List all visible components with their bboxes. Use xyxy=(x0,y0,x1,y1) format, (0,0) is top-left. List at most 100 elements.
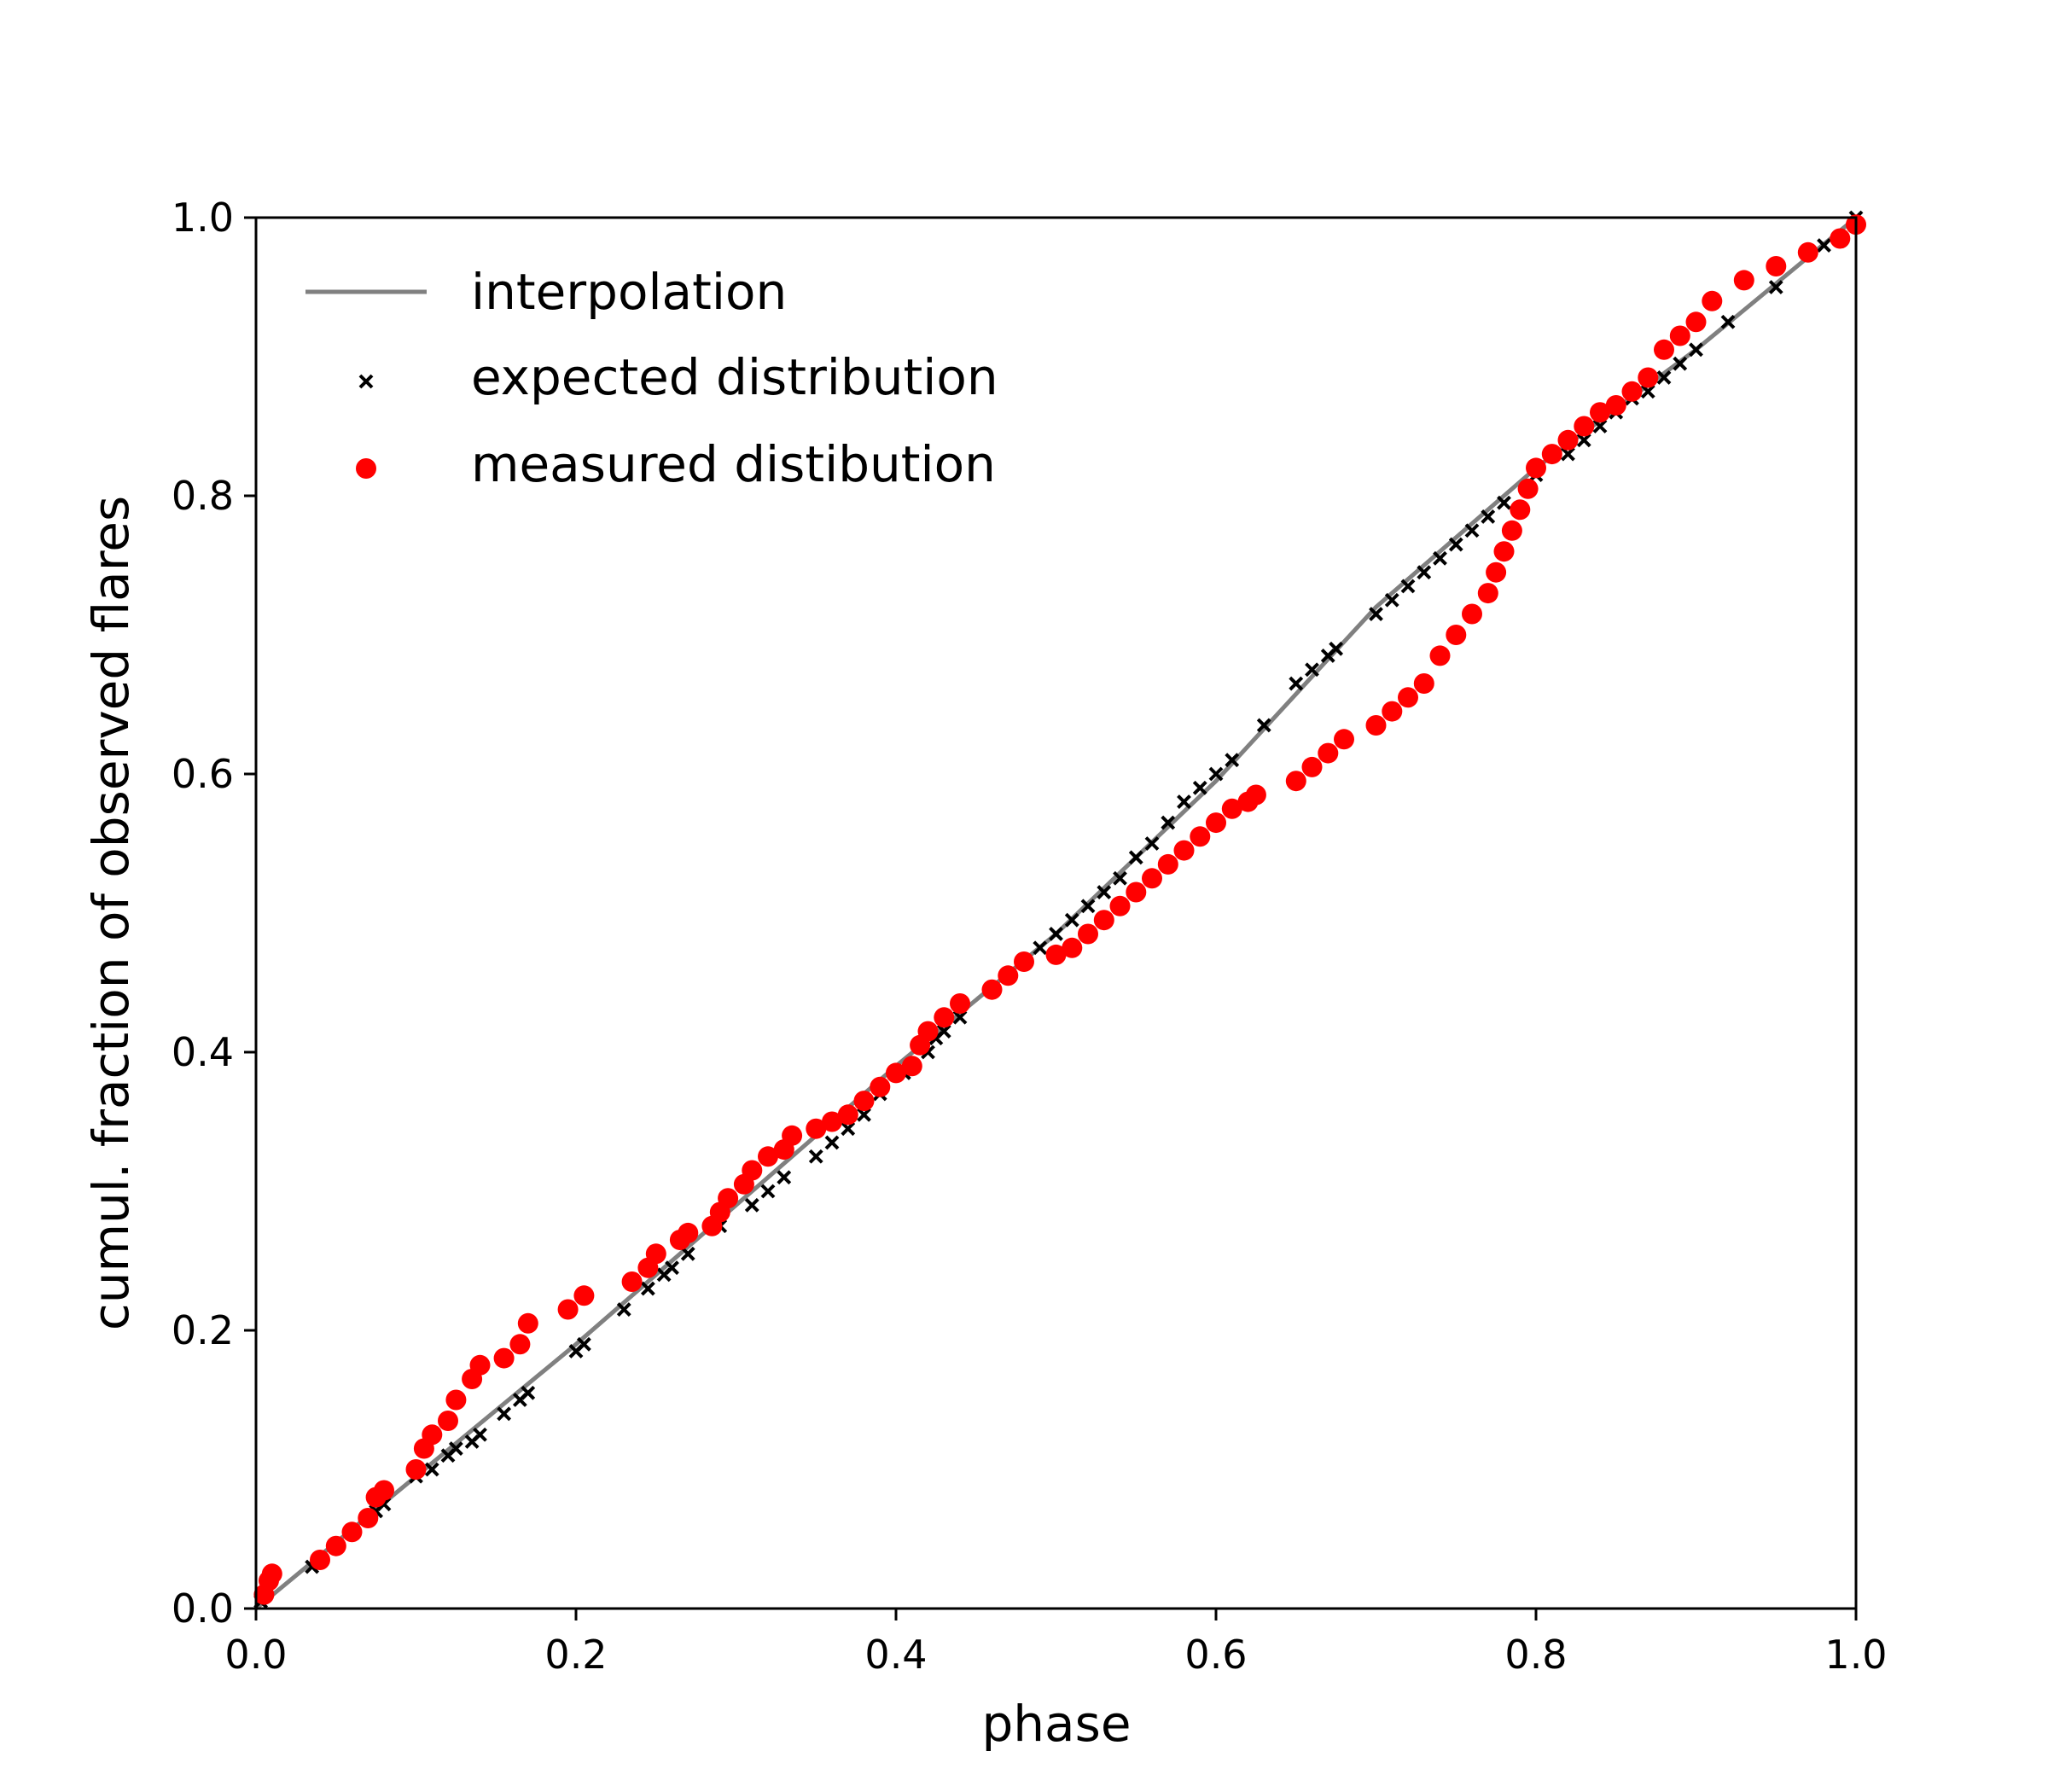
expected-point-6 xyxy=(424,1462,439,1477)
plot-area xyxy=(253,210,1866,1610)
measured-point-40 xyxy=(901,1056,922,1077)
measured-point-46 xyxy=(998,965,1019,986)
measured-point-19 xyxy=(557,1299,579,1320)
expected-point-27 xyxy=(841,1121,856,1137)
expected-point-24 xyxy=(777,1170,792,1185)
legend: interpolation expected distribution meas… xyxy=(305,263,998,493)
expected-point-25 xyxy=(808,1149,823,1164)
measured-point-2 xyxy=(261,1563,282,1585)
expected-point-59 xyxy=(1448,537,1463,552)
measured-point-81 xyxy=(1557,429,1579,451)
x-axis-label: phase xyxy=(981,1695,1131,1753)
expected-point-50 xyxy=(1289,676,1304,691)
expected-point-10 xyxy=(473,1427,487,1442)
measured-point-4 xyxy=(325,1535,346,1556)
measured-point-52 xyxy=(1109,895,1131,916)
measured-point-35 xyxy=(822,1111,842,1132)
measured-point-21 xyxy=(621,1271,643,1292)
y-tick-label-1: 0.2 xyxy=(172,1307,234,1353)
expected-point-57 xyxy=(1417,565,1432,580)
expected-point-73 xyxy=(1720,314,1736,329)
measured-point-70 xyxy=(1429,645,1451,666)
x-tick-label-1: 0.2 xyxy=(544,1632,607,1678)
measured-point-50 xyxy=(1078,923,1098,945)
measured-point-39 xyxy=(886,1062,906,1084)
measured-point-94 xyxy=(1830,228,1851,249)
expected-point-40 xyxy=(1097,885,1112,899)
measured-point-3 xyxy=(310,1550,330,1570)
expected-point-8 xyxy=(448,1441,463,1456)
x-tick-label-4: 0.8 xyxy=(1504,1632,1567,1678)
measured-point-17 xyxy=(509,1334,531,1355)
measured-point-45 xyxy=(981,979,1003,1000)
measured-point-90 xyxy=(1702,290,1723,311)
measured-point-9 xyxy=(405,1459,427,1480)
measured-point-63 xyxy=(1301,756,1323,777)
expected-point-16 xyxy=(616,1302,631,1317)
measured-point-54 xyxy=(1142,868,1162,889)
measured-point-49 xyxy=(1062,937,1083,958)
measured-point-67 xyxy=(1382,701,1403,722)
measured-point-58 xyxy=(1206,812,1226,834)
measured-point-6 xyxy=(358,1508,379,1528)
measured-point-15 xyxy=(469,1354,491,1376)
expected-point-15 xyxy=(576,1336,591,1352)
measured-point-31 xyxy=(758,1146,778,1167)
measured-point-91 xyxy=(1733,270,1754,291)
expected-point-44 xyxy=(1161,815,1176,830)
expected-point-54 xyxy=(1369,607,1383,621)
expected-point-19 xyxy=(665,1260,679,1276)
expected-point-70 xyxy=(1656,370,1672,385)
y-tick-label-4: 0.8 xyxy=(172,473,234,519)
expected-point-55 xyxy=(1384,592,1399,608)
measured-point-68 xyxy=(1398,687,1418,708)
expected-point-22 xyxy=(744,1197,759,1213)
expected-point-43 xyxy=(1144,836,1160,851)
measured-point-42 xyxy=(917,1021,939,1042)
measured-point-93 xyxy=(1797,241,1818,263)
measured-point-20 xyxy=(573,1285,595,1306)
measured-point-87 xyxy=(1654,339,1674,360)
measured-point-69 xyxy=(1413,673,1434,694)
measured-point-71 xyxy=(1446,625,1467,645)
measured-point-28 xyxy=(718,1188,739,1209)
expected-point-61 xyxy=(1481,509,1496,524)
measured-point-89 xyxy=(1685,311,1707,333)
y-axis-label: cumul. fraction of observed flares xyxy=(82,496,140,1330)
expected-point-33 xyxy=(936,1024,951,1039)
expected-point-47 xyxy=(1208,766,1224,782)
measured-point-80 xyxy=(1541,444,1562,465)
measured-point-53 xyxy=(1126,881,1147,903)
measured-point-61 xyxy=(1245,784,1266,806)
expected-point-64 xyxy=(1561,446,1575,462)
expected-point-13 xyxy=(521,1385,536,1400)
measured-point-47 xyxy=(1014,951,1034,972)
expected-point-53 xyxy=(1329,641,1344,656)
measured-point-77 xyxy=(1510,499,1531,521)
measured-point-78 xyxy=(1517,478,1539,499)
expected-point-37 xyxy=(1049,927,1063,941)
interpolation-line xyxy=(254,216,1858,1610)
measured-point-37 xyxy=(853,1091,875,1112)
expected-point-34 xyxy=(952,1009,968,1025)
measured-point-75 xyxy=(1493,541,1515,562)
measured-point-92 xyxy=(1766,256,1787,276)
expected-point-36 xyxy=(1033,940,1048,956)
expected-point-56 xyxy=(1400,579,1416,594)
y-tick-label-3: 0.6 xyxy=(172,751,234,797)
expected-point-17 xyxy=(640,1281,655,1296)
measured-point-65 xyxy=(1334,729,1354,750)
expected-point-46 xyxy=(1192,780,1207,795)
measured-point-51 xyxy=(1093,910,1114,931)
legend-interpolation-label: interpolation xyxy=(471,263,787,321)
legend-measured-swatch xyxy=(356,458,376,479)
measured-point-59 xyxy=(1221,798,1242,819)
x-tick-label-0: 0.0 xyxy=(224,1632,287,1678)
measured-point-83 xyxy=(1590,402,1610,423)
expected-point-45 xyxy=(1177,794,1191,810)
expected-point-74 xyxy=(1768,280,1783,294)
measured-point-74 xyxy=(1486,561,1507,583)
measured-point-44 xyxy=(950,993,970,1014)
measured-point-57 xyxy=(1190,826,1211,847)
